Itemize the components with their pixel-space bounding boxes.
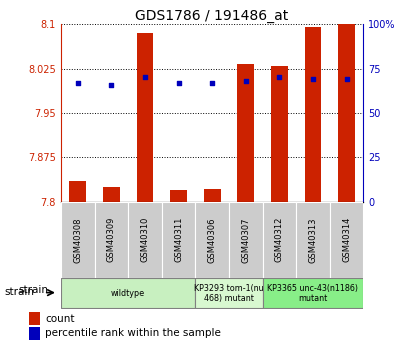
- Bar: [229, 202, 262, 278]
- Point: [108, 82, 115, 87]
- Title: GDS1786 / 191486_at: GDS1786 / 191486_at: [136, 9, 289, 23]
- Point: [142, 75, 148, 80]
- Bar: [237, 65, 254, 202]
- Point: [74, 80, 81, 86]
- Text: GSM40312: GSM40312: [275, 217, 284, 263]
- Bar: [304, 27, 321, 202]
- Text: KP3365 unc-43(n1186)
mutant: KP3365 unc-43(n1186) mutant: [268, 284, 358, 303]
- Bar: [162, 202, 195, 278]
- Point: [310, 77, 316, 82]
- Bar: [296, 202, 330, 278]
- Text: strain: strain: [4, 287, 34, 297]
- Text: GSM40310: GSM40310: [140, 217, 150, 263]
- Text: GSM40311: GSM40311: [174, 217, 183, 263]
- Bar: [204, 189, 220, 202]
- Bar: [103, 187, 120, 202]
- Bar: [61, 278, 195, 308]
- Text: GSM40307: GSM40307: [241, 217, 250, 263]
- Point: [343, 77, 350, 82]
- Bar: [195, 202, 229, 278]
- Point: [242, 78, 249, 84]
- Bar: [195, 278, 262, 308]
- Bar: [262, 202, 296, 278]
- Text: wildtype: wildtype: [111, 289, 145, 298]
- Text: KP3293 tom-1(nu
468) mutant: KP3293 tom-1(nu 468) mutant: [194, 284, 264, 303]
- Bar: [61, 202, 94, 278]
- Text: GSM40314: GSM40314: [342, 217, 351, 263]
- Text: GSM40313: GSM40313: [308, 217, 318, 263]
- Point: [209, 80, 215, 86]
- Bar: [262, 278, 363, 308]
- Bar: [29, 327, 39, 340]
- Bar: [338, 24, 355, 202]
- Bar: [170, 190, 187, 202]
- Text: count: count: [45, 314, 75, 324]
- Bar: [136, 33, 153, 202]
- Point: [175, 80, 182, 86]
- Text: strain: strain: [18, 285, 48, 295]
- Text: GSM40306: GSM40306: [207, 217, 217, 263]
- Text: percentile rank within the sample: percentile rank within the sample: [45, 328, 221, 338]
- Bar: [330, 202, 363, 278]
- Bar: [69, 181, 86, 202]
- Bar: [271, 66, 288, 202]
- Bar: [29, 312, 39, 325]
- Point: [276, 75, 283, 80]
- Bar: [94, 202, 128, 278]
- Text: GSM40308: GSM40308: [73, 217, 82, 263]
- Bar: [128, 202, 162, 278]
- Text: GSM40309: GSM40309: [107, 217, 116, 263]
